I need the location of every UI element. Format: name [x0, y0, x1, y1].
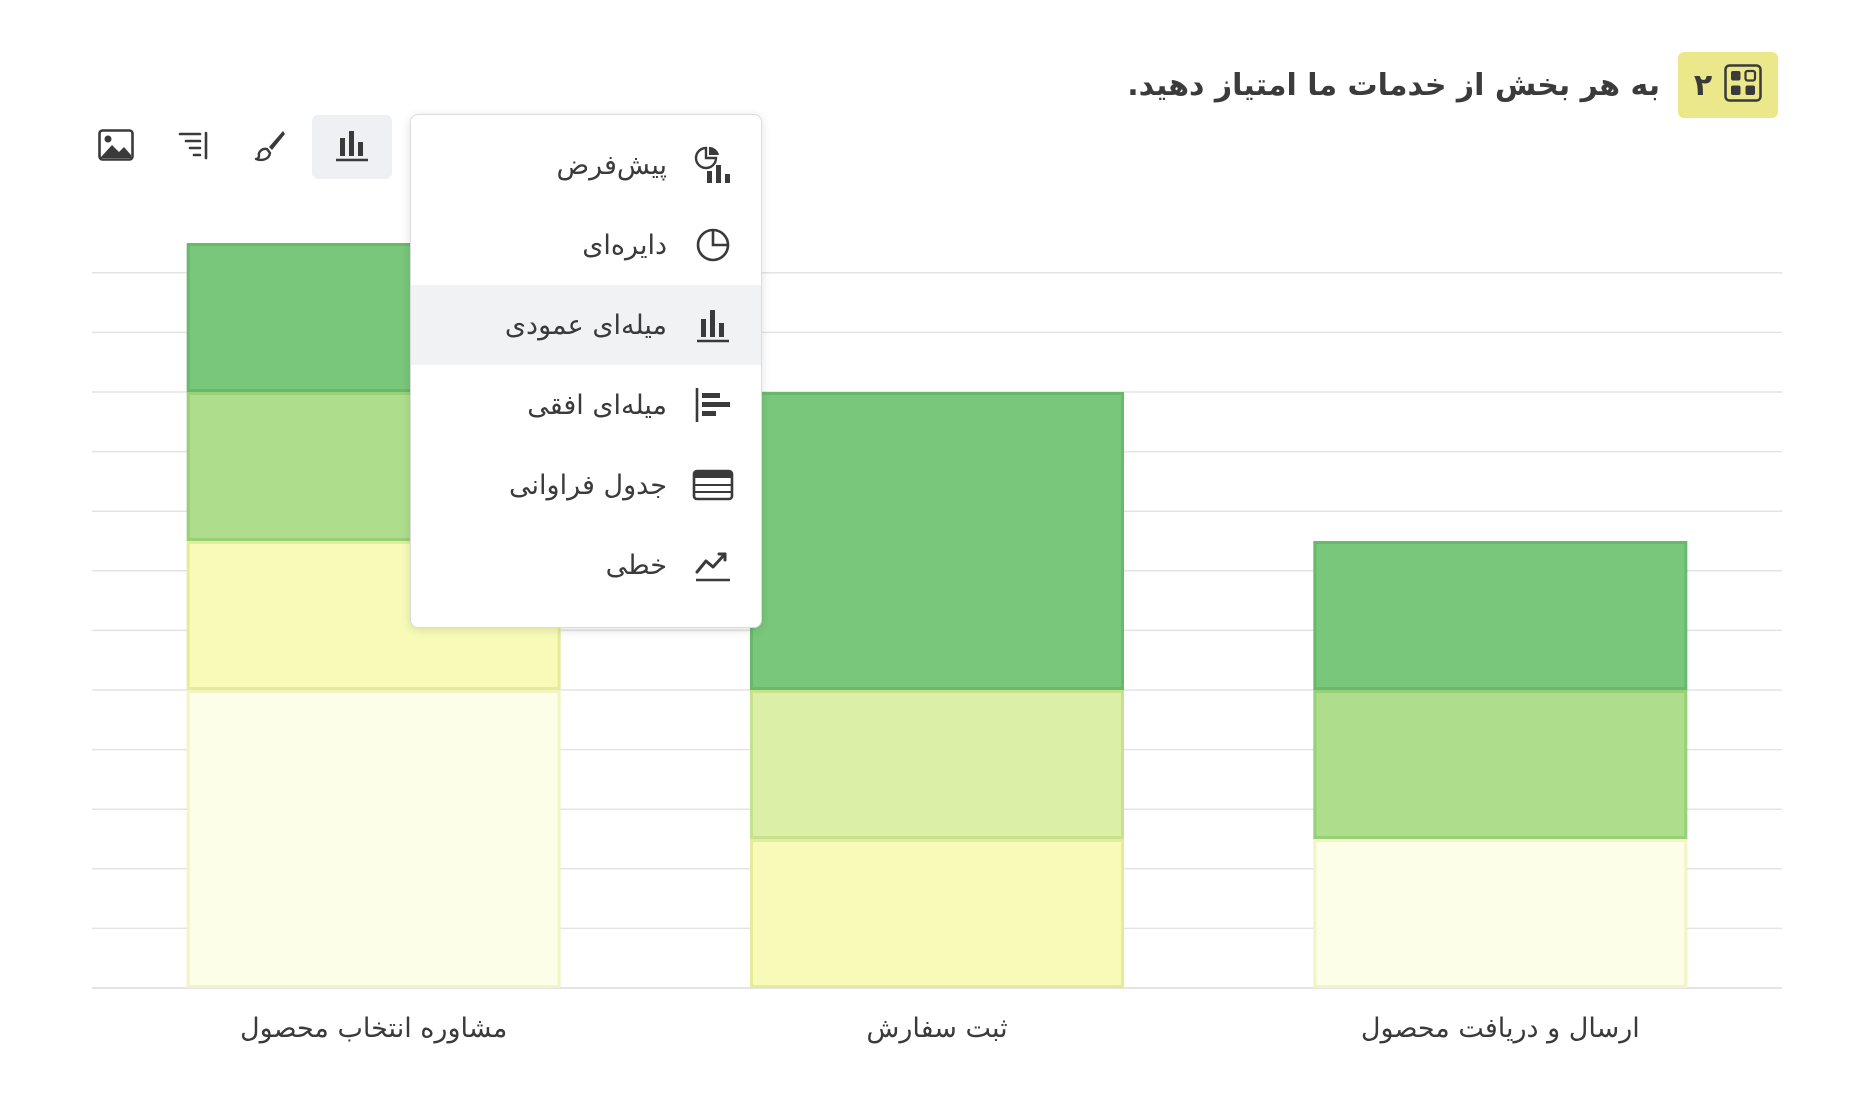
table-icon [691, 463, 735, 507]
x-tick-label: مشاوره انتخاب محصول [240, 1013, 507, 1044]
pie-icon [691, 223, 735, 267]
menu-item-default[interactable]: پیش‌فرض [411, 125, 761, 205]
vertical-bar-icon [691, 303, 735, 347]
grid-icon [1724, 64, 1762, 106]
menu-item-label: دایره‌ای [582, 229, 667, 261]
menu-item-label: پیش‌فرض [556, 149, 667, 181]
menu-item-pie[interactable]: دایره‌ای [411, 205, 761, 285]
question-number: ۲ [1693, 67, 1713, 103]
bar-segment [1313, 839, 1688, 988]
image-button[interactable] [76, 115, 156, 179]
x-tick-label: ارسال و دریافت محصول [1361, 1013, 1640, 1044]
bar-segment [750, 392, 1124, 690]
menu-item-vertical-bar[interactable]: میله‌ای عمودی [411, 285, 761, 365]
horizontal-bar-icon [691, 383, 735, 427]
menu-item-label: میله‌ای عمودی [504, 309, 667, 341]
bar-segment [750, 839, 1124, 988]
chart-toolbar [76, 115, 396, 181]
brush-button[interactable] [230, 115, 310, 179]
bar-chart-button[interactable] [312, 115, 392, 179]
menu-item-label: خطی [605, 549, 667, 581]
sort-icon [178, 129, 210, 165]
brush-icon [253, 128, 287, 166]
menu-item-horizontal-bar[interactable]: میله‌ای افقی [411, 365, 761, 445]
menu-item-label: جدول فراوانی [509, 469, 667, 501]
bar-segment [186, 690, 561, 988]
question-badge: ۲ [1678, 52, 1778, 118]
bar-segment [750, 690, 1124, 839]
image-icon [98, 129, 134, 165]
pie-bar-icon [691, 143, 735, 187]
question-header: ۲ به هر بخش از خدمات ما امتیاز دهید. [1127, 52, 1778, 118]
question-title: به هر بخش از خدمات ما امتیاز دهید. [1127, 67, 1660, 103]
chart-type-menu: پیش‌فرض دایره‌ای میله‌ای عمودی [410, 114, 762, 628]
line-chart-icon [691, 543, 735, 587]
bar-segment [1313, 690, 1688, 839]
x-tick-label: ثبت سفارش [866, 1013, 1007, 1044]
bar-segment [1313, 541, 1688, 690]
x-axis-labels: مشاوره انتخاب محصول ثبت سفارش ارسال و دریا… [240, 1013, 1640, 1044]
menu-item-line[interactable]: خطی [411, 525, 761, 605]
menu-item-frequency-table[interactable]: جدول فراوانی [411, 445, 761, 525]
bar-chart-icon [335, 128, 369, 166]
menu-item-label: میله‌ای افقی [527, 389, 667, 421]
sort-button[interactable] [154, 115, 234, 179]
